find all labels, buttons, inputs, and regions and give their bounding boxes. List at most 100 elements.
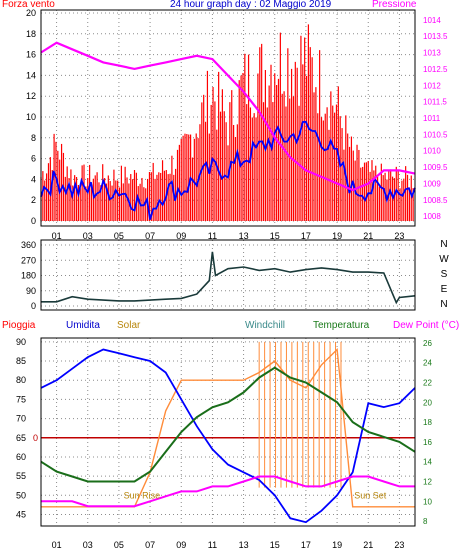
y-left-tick-label: 12 (26, 91, 36, 101)
y-right-tick-label: 24 (423, 359, 432, 368)
x-tick-label: 19 (332, 540, 342, 550)
y-tick-label: 270 (21, 255, 36, 265)
wind-pressure-chart: 0246810121416182010081008.510091009.5101… (26, 8, 448, 240)
y-right-tick-label: 1010.5 (423, 130, 448, 139)
label-umidita: Umidita (66, 320, 100, 331)
y-right-tick-label: 1010 (423, 147, 441, 156)
humidity-temperature-chart: 45 50 55 60 65 70 75 80 85 90 8 10 12 14 16 18 20 22 24 26 0… (16, 337, 432, 550)
x-tick-label: 23 (394, 540, 404, 550)
y-right-tick-label: 1008.5 (423, 196, 448, 205)
y-right-tick-label: 1011 (423, 114, 441, 123)
wind-average-line (40, 120, 416, 220)
wind-direction-chart: 0 90 180 270 360 (21, 239, 416, 311)
x-tick-label: 05 (114, 231, 124, 240)
label-windchill: Windchill (245, 320, 286, 331)
x-tick-label: 01 (52, 540, 62, 550)
y-tick-label: 90 (26, 286, 36, 296)
x-tick-label: 09 (176, 231, 186, 240)
rain-value-label: 0 (33, 433, 38, 443)
y-right-tick-label: 26 (423, 339, 432, 348)
x-tick-label: 11 (208, 540, 217, 550)
y-right-tick-label: 1012.5 (423, 65, 448, 74)
pressure-line (40, 41, 416, 192)
y-right-tick-label: 14 (423, 458, 432, 467)
x-tick-label: 13 (239, 540, 249, 550)
y-right-tick-label: 10 (423, 497, 432, 506)
y-left-tick-label: 45 (16, 509, 26, 519)
x-tick-label: 07 (145, 540, 155, 550)
y-right-tick-label: 16 (423, 438, 432, 447)
dir-label: N (440, 239, 448, 250)
label-solar: Solar (117, 320, 141, 331)
y-left-tick-label: 6 (31, 154, 36, 164)
y-right-tick-label: 12 (423, 477, 432, 486)
x-tick-label: 13 (239, 231, 249, 240)
y-left-tick-label: 90 (16, 337, 26, 347)
dir-label: N (440, 299, 448, 310)
y-right-tick-label: 1009.5 (423, 163, 448, 172)
y-right-tick-label: 22 (423, 379, 432, 388)
x-tick-label: 19 (332, 231, 342, 240)
label-temperatura: Temperatura (313, 320, 370, 331)
solar-line (41, 347, 415, 508)
x-tick-label: 23 (394, 231, 404, 240)
y-right-tick-label: 1012 (423, 81, 441, 90)
dir-label: E (440, 284, 448, 295)
dewpoint-line (41, 475, 415, 508)
y-left-tick-label: 85 (16, 356, 26, 366)
x-tick-label: 15 (270, 231, 280, 240)
x-tick-label: 21 (363, 231, 373, 240)
y-left-tick-label: 65 (16, 433, 26, 443)
x-tick-label: 03 (83, 540, 93, 550)
sunset-label: Sun Set (354, 490, 387, 500)
y-right-tick-label: 1009 (423, 179, 441, 188)
y-right-tick-label: 8 (423, 517, 428, 526)
y-left-tick-label: 8 (31, 133, 36, 143)
y-tick-label: 180 (21, 271, 36, 281)
wind-direction-labels: N W S E N (436, 237, 452, 312)
x-tick-label: 07 (145, 231, 155, 240)
header-left-label: Forza vento (2, 0, 55, 10)
y-left-tick-label: 18 (26, 29, 36, 39)
y-left-tick-label: 10 (26, 112, 36, 122)
y-left-tick-label: 14 (26, 70, 36, 80)
temperature-line (40, 366, 416, 483)
x-tick-label: 01 (52, 231, 62, 240)
y-left-tick-label: 4 (31, 174, 36, 184)
humidity-line (40, 348, 416, 524)
y-tick-label: 360 (21, 240, 36, 250)
y-right-tick-label: 1013 (423, 49, 441, 58)
wind-pressure-frame (40, 9, 416, 227)
x-tick-label: 05 (114, 540, 124, 550)
x-tick-label: 03 (83, 231, 93, 240)
dir-label: S (440, 269, 448, 280)
y-left-tick-label: 16 (26, 50, 36, 60)
x-tick-label: 09 (176, 540, 186, 550)
y-right-tick-label: 1008 (423, 212, 441, 221)
y-left-tick-label: 60 (16, 452, 26, 462)
y-right-tick-label: 20 (423, 398, 432, 407)
y-left-tick-label: 0 (31, 216, 36, 226)
y-right-tick-label: 18 (423, 418, 432, 427)
label-pioggia: Pioggia (2, 320, 36, 331)
x-tick-label: 17 (301, 231, 311, 240)
header-right-label: Pressione (372, 0, 417, 10)
y-left-tick-label: 70 (16, 414, 26, 424)
y-right-tick-label: 1013.5 (423, 32, 448, 41)
dir-label: W (439, 254, 449, 265)
y-right-tick-label: 1014 (423, 16, 441, 25)
y-left-tick-label: 75 (16, 394, 26, 404)
x-tick-label: 17 (301, 540, 311, 550)
humidity-temperature-frame (40, 337, 416, 527)
y-right-tick-label: 1011.5 (423, 98, 447, 107)
wind-direction-line (41, 251, 416, 305)
y-left-tick-label: 80 (16, 375, 26, 385)
label-dewpoint: Dew Point (°C) (393, 320, 460, 331)
y-left-tick-label: 50 (16, 490, 26, 500)
y-tick-label: 0 (31, 301, 36, 311)
x-tick-label: 11 (208, 231, 217, 240)
x-tick-label: 21 (363, 540, 373, 550)
y-left-tick-label: 20 (26, 8, 36, 18)
header-title: 24 hour graph day : 02 Maggio 2019 (170, 0, 332, 10)
